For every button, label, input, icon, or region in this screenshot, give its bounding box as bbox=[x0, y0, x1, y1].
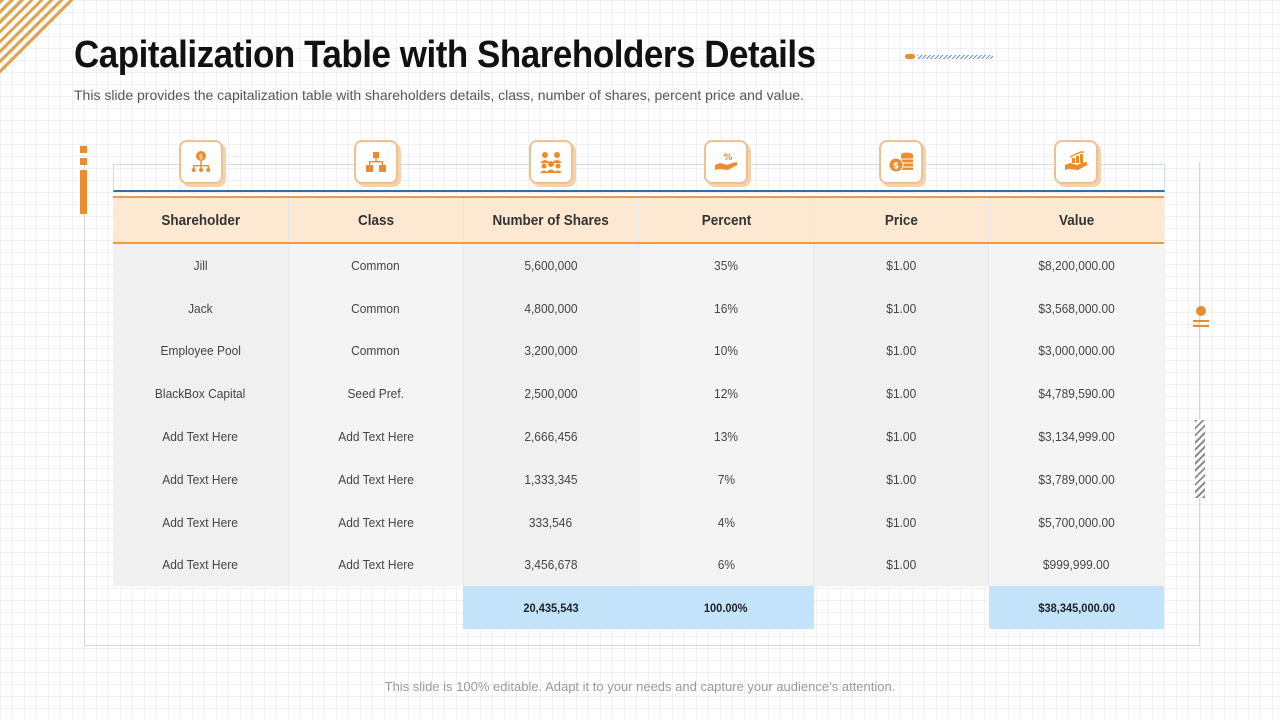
table-cell: Add Text Here bbox=[113, 543, 289, 587]
table-row: BlackBox Capital Seed Pref. 2,500,000 12… bbox=[113, 372, 1164, 416]
column-header: Percent bbox=[637, 196, 814, 244]
table-cell: 333,546 bbox=[462, 500, 639, 544]
right-hatch-decoration bbox=[1195, 420, 1205, 498]
title-decoration-hatch bbox=[917, 55, 993, 59]
coins-icon: $ bbox=[879, 140, 924, 184]
corner-stripes-decoration bbox=[0, 0, 74, 74]
empty-cell bbox=[814, 586, 989, 629]
table-cell: $1.00 bbox=[813, 329, 989, 373]
svg-text:$: $ bbox=[893, 162, 899, 172]
table-cell: Common bbox=[287, 243, 464, 287]
percent-hand-icon: % bbox=[704, 140, 749, 184]
hierarchy-icon bbox=[353, 140, 398, 184]
table-cell: 10% bbox=[637, 329, 814, 373]
table-cell: $3,789,000.00 bbox=[988, 457, 1164, 501]
table-row: Add Text Here Add Text Here 2,666,456 13… bbox=[113, 415, 1164, 458]
table-row: Jill Common 5,600,000 35% $1.00 $8,200,0… bbox=[113, 243, 1164, 287]
column-header: Number of Shares bbox=[462, 196, 639, 244]
title-decoration bbox=[905, 54, 993, 60]
table-cell: Common bbox=[287, 329, 464, 373]
table-cell: Add Text Here bbox=[113, 500, 289, 544]
table-cell: Add Text Here bbox=[287, 415, 464, 458]
column-header: Value bbox=[988, 196, 1164, 244]
totals-row: 20,435,543 100.00% $38,345,000.00 bbox=[113, 586, 1164, 630]
table-row: Jack Common 4,800,000 16% $1.00 $3,568,0… bbox=[113, 286, 1164, 330]
title-decoration-dot bbox=[905, 54, 915, 59]
table-frame bbox=[84, 162, 1200, 646]
table-cell: $1.00 bbox=[813, 500, 989, 544]
icon-band bbox=[113, 164, 1165, 192]
growth-hand-icon bbox=[1054, 140, 1099, 184]
total-shares: 20,435,543 bbox=[463, 586, 639, 630]
table-cell: 16% bbox=[637, 286, 814, 330]
table-cell: $1.00 bbox=[813, 415, 989, 458]
slide-subtitle: This slide provides the capitalization t… bbox=[74, 87, 804, 103]
column-header: Class bbox=[287, 196, 464, 244]
table-cell: Add Text Here bbox=[287, 457, 464, 501]
column-icons: $ bbox=[113, 140, 1164, 190]
table-cell: 35% bbox=[637, 243, 814, 287]
table-row: Add Text Here Add Text Here 1,333,345 7%… bbox=[113, 457, 1164, 501]
table-cell: 1,333,345 bbox=[462, 457, 639, 501]
table-cell: 7% bbox=[637, 457, 814, 501]
table-cell: 5,600,000 bbox=[462, 243, 639, 287]
table-cell: $3,000,000.00 bbox=[988, 329, 1164, 373]
table-cell: $1.00 bbox=[813, 286, 989, 330]
empty-cell bbox=[288, 586, 463, 629]
table-cell: BlackBox Capital bbox=[113, 372, 289, 416]
people-money-icon bbox=[528, 140, 573, 184]
table-cell: $999,999.00 bbox=[988, 543, 1164, 587]
table-cell: Add Text Here bbox=[113, 457, 289, 501]
table-cell: $1.00 bbox=[813, 457, 989, 501]
table-cell: $1.00 bbox=[813, 372, 989, 416]
svg-text:%: % bbox=[724, 153, 733, 163]
slide-title: Capitalization Table with Shareholders D… bbox=[74, 34, 816, 76]
left-accent-bar bbox=[80, 146, 87, 214]
table-cell: Jill bbox=[113, 243, 289, 287]
left-accent-square bbox=[80, 146, 87, 153]
total-percent: 100.00% bbox=[638, 586, 814, 630]
left-accent-long bbox=[80, 170, 87, 214]
table-cell: Jack bbox=[113, 286, 289, 330]
table-cell: 4,800,000 bbox=[462, 286, 639, 330]
capitalization-table: Shareholder Class Number of Shares Perce… bbox=[113, 196, 1164, 630]
table-cell: 2,500,000 bbox=[462, 372, 639, 416]
table-row: Add Text Here Add Text Here 3,456,678 6%… bbox=[113, 543, 1164, 587]
total-value: $38,345,000.00 bbox=[988, 586, 1164, 630]
table-cell: 2,666,456 bbox=[462, 415, 639, 458]
table-cell: 3,456,678 bbox=[462, 543, 639, 587]
table-header-row: Shareholder Class Number of Shares Perce… bbox=[113, 196, 1164, 244]
org-money-icon: $ bbox=[178, 140, 223, 184]
table-row: Employee Pool Common 3,200,000 10% $1.00… bbox=[113, 329, 1164, 373]
table-cell: Add Text Here bbox=[287, 500, 464, 544]
table-cell: 13% bbox=[637, 415, 814, 458]
table-cell: 6% bbox=[637, 543, 814, 587]
slide-footer: This slide is 100% editable. Adapt it to… bbox=[384, 679, 896, 694]
table-cell: Seed Pref. bbox=[287, 372, 464, 416]
table-cell: $3,134,999.00 bbox=[988, 415, 1164, 458]
table-row: Add Text Here Add Text Here 333,546 4% $… bbox=[113, 500, 1164, 544]
table-cell: $5,700,000.00 bbox=[988, 500, 1164, 544]
table-cell: $8,200,000.00 bbox=[988, 243, 1164, 287]
table-cell: Common bbox=[287, 286, 464, 330]
table-cell: $3,568,000.00 bbox=[988, 286, 1164, 330]
right-decoration-dot bbox=[1196, 306, 1206, 316]
svg-text:$: $ bbox=[198, 153, 202, 161]
table-cell: $1.00 bbox=[813, 543, 989, 587]
right-decoration-lines bbox=[1193, 320, 1209, 332]
table-cell: $4,789,590.00 bbox=[988, 372, 1164, 416]
column-header: Price bbox=[813, 196, 989, 244]
table-cell: $1.00 bbox=[813, 243, 989, 287]
column-header: Shareholder bbox=[113, 196, 289, 244]
table-cell: 12% bbox=[637, 372, 814, 416]
table-cell: Employee Pool bbox=[113, 329, 289, 373]
table-cell: Add Text Here bbox=[113, 415, 289, 458]
empty-cell bbox=[113, 586, 288, 629]
table-cell: 3,200,000 bbox=[462, 329, 639, 373]
left-accent-square bbox=[80, 158, 87, 165]
table-cell: 4% bbox=[637, 500, 814, 544]
table-cell: Add Text Here bbox=[287, 543, 464, 587]
